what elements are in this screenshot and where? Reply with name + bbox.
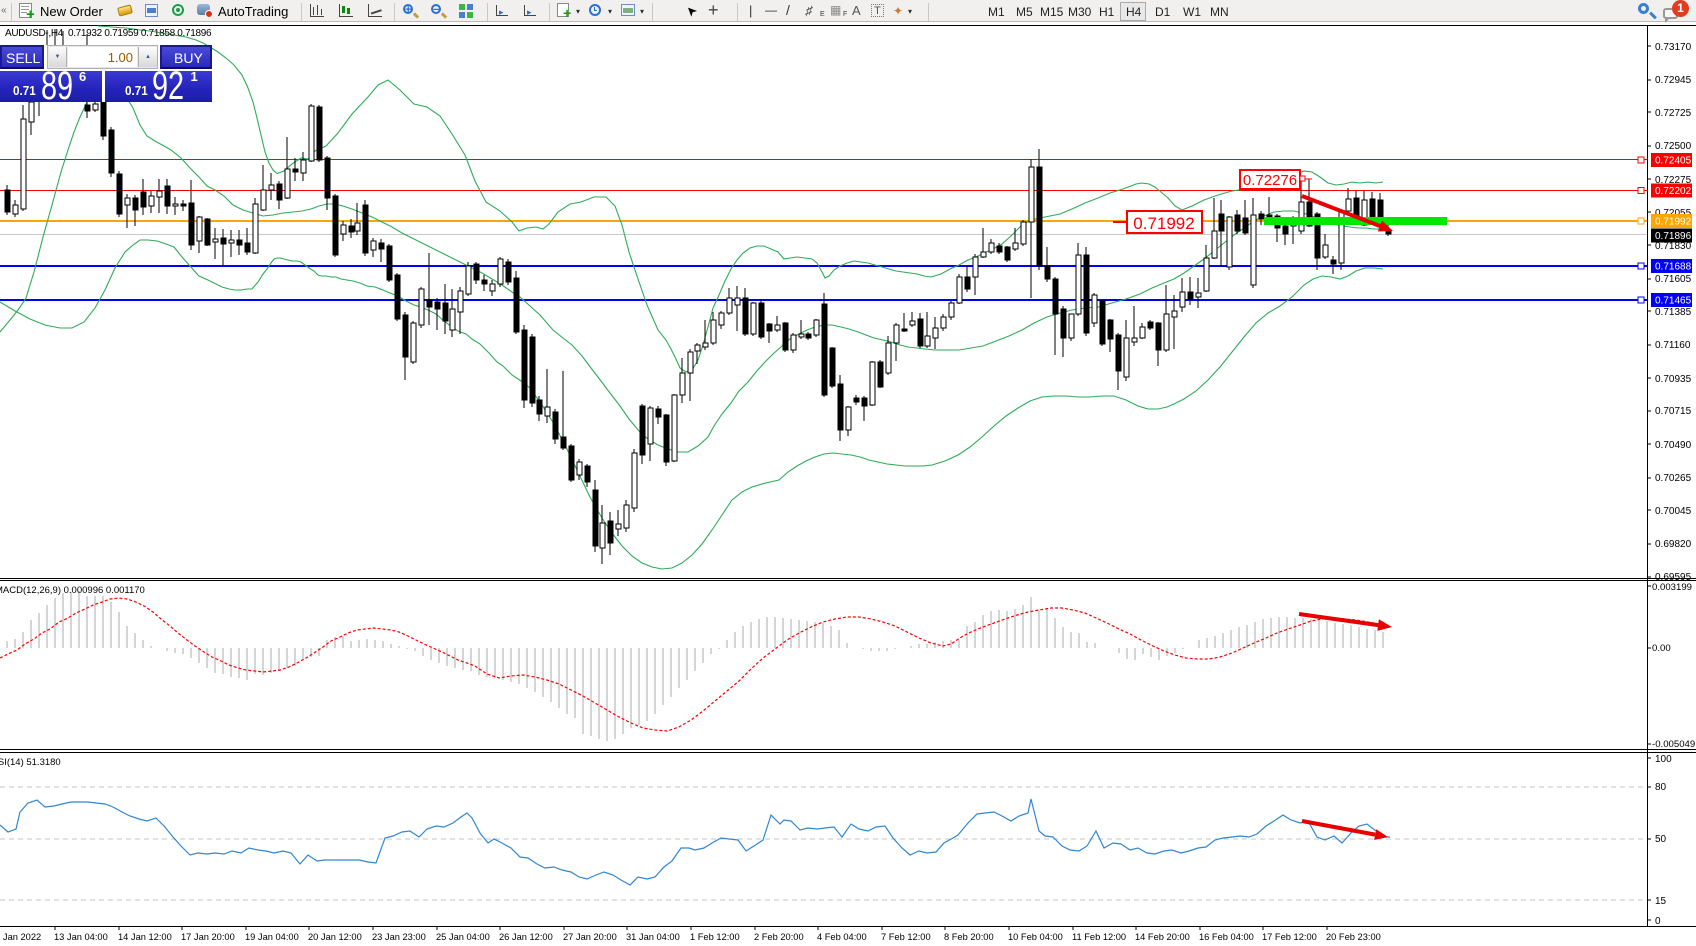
svg-text:0.70715: 0.70715 <box>1655 406 1692 417</box>
svg-text:17 Feb 12:00: 17 Feb 12:00 <box>1262 932 1317 942</box>
svg-text:20 Feb 23:00: 20 Feb 23:00 <box>1326 932 1381 942</box>
svg-text:12 Jan 2022: 12 Jan 2022 <box>0 932 41 942</box>
svg-text:16 Feb 04:00: 16 Feb 04:00 <box>1199 932 1254 942</box>
svg-text:13 Jan 04:00: 13 Jan 04:00 <box>54 932 108 942</box>
svg-text:11 Feb 12:00: 11 Feb 12:00 <box>1072 932 1126 942</box>
svg-text:26 Jan 12:00: 26 Jan 12:00 <box>499 932 553 942</box>
svg-text:0.00: 0.00 <box>1652 643 1671 654</box>
svg-text:50: 50 <box>1655 834 1667 845</box>
svg-text:23 Jan 23:00: 23 Jan 23:00 <box>372 932 426 942</box>
svg-text:14 Feb 20:00: 14 Feb 20:00 <box>1135 932 1190 942</box>
svg-text:0.72405: 0.72405 <box>1655 156 1692 167</box>
svg-text:0.70265: 0.70265 <box>1655 473 1692 484</box>
svg-text:0.71896: 0.71896 <box>1655 231 1692 242</box>
svg-text:0.003199: 0.003199 <box>1652 582 1692 593</box>
svg-text:19 Jan 04:00: 19 Jan 04:00 <box>245 932 299 942</box>
svg-text:80: 80 <box>1655 782 1667 793</box>
svg-text:0.71160: 0.71160 <box>1655 340 1691 351</box>
svg-text:10 Feb 04:00: 10 Feb 04:00 <box>1008 932 1063 942</box>
svg-text:0.73170: 0.73170 <box>1655 42 1692 53</box>
svg-text:0.69820: 0.69820 <box>1655 539 1692 550</box>
svg-text:MACD(12,26,9) 0.000996 0.00117: MACD(12,26,9) 0.000996 0.001170 <box>0 585 145 596</box>
svg-text:0.71465: 0.71465 <box>1655 296 1692 307</box>
svg-text:8 Feb 20:00: 8 Feb 20:00 <box>944 932 994 942</box>
svg-text:17 Jan 20:00: 17 Jan 20:00 <box>181 932 235 942</box>
svg-text:-0.005049: -0.005049 <box>1652 739 1695 750</box>
svg-text:0.72276: 0.72276 <box>1243 172 1297 189</box>
svg-text:0.71605: 0.71605 <box>1655 274 1692 285</box>
svg-text:15: 15 <box>1655 896 1667 907</box>
svg-text:7 Feb 12:00: 7 Feb 12:00 <box>881 932 931 942</box>
svg-text:0.71992: 0.71992 <box>1655 217 1692 228</box>
svg-text:0.70045: 0.70045 <box>1655 506 1692 517</box>
svg-text:0: 0 <box>1655 916 1661 927</box>
svg-text:0.72202: 0.72202 <box>1655 186 1692 197</box>
svg-text:31 Jan 04:00: 31 Jan 04:00 <box>626 932 680 942</box>
svg-text:27 Jan 20:00: 27 Jan 20:00 <box>563 932 617 942</box>
svg-text:0.72725: 0.72725 <box>1655 108 1692 119</box>
svg-text:2 Feb 20:00: 2 Feb 20:00 <box>754 932 804 942</box>
svg-text:0.69595: 0.69595 <box>1655 572 1692 583</box>
svg-text:0.71992: 0.71992 <box>1133 214 1194 233</box>
svg-text:100: 100 <box>1655 754 1672 765</box>
svg-text:0.72945: 0.72945 <box>1655 75 1692 86</box>
svg-text:0.72275: 0.72275 <box>1655 175 1692 186</box>
svg-text:4 Feb 04:00: 4 Feb 04:00 <box>817 932 867 942</box>
svg-text:0.70935: 0.70935 <box>1655 374 1692 385</box>
svg-text:0.72500: 0.72500 <box>1655 141 1692 152</box>
svg-text:25 Jan 04:00: 25 Jan 04:00 <box>436 932 490 942</box>
svg-text:1 Feb 12:00: 1 Feb 12:00 <box>690 932 740 942</box>
svg-text:20 Jan 12:00: 20 Jan 12:00 <box>308 932 362 942</box>
svg-text:0.71830: 0.71830 <box>1655 241 1692 252</box>
svg-text:0.72055: 0.72055 <box>1655 208 1692 219</box>
svg-text:0.71385: 0.71385 <box>1655 307 1692 318</box>
svg-text:0.70490: 0.70490 <box>1655 440 1692 451</box>
svg-text:RSI(14) 51.3180: RSI(14) 51.3180 <box>0 757 61 768</box>
svg-text:0.71688: 0.71688 <box>1655 262 1692 273</box>
svg-text:14 Jan 12:00: 14 Jan 12:00 <box>118 932 172 942</box>
